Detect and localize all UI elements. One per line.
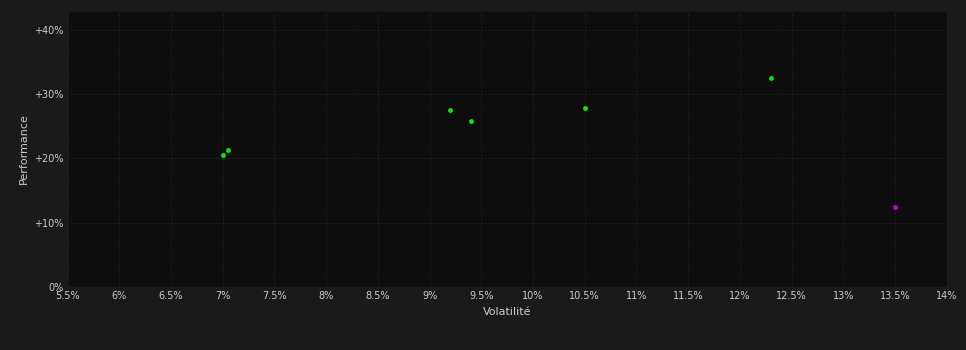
Y-axis label: Performance: Performance xyxy=(18,113,28,184)
Point xyxy=(577,105,592,111)
X-axis label: Volatilité: Volatilité xyxy=(483,307,531,317)
Point xyxy=(215,152,231,158)
Point xyxy=(442,107,458,113)
Point xyxy=(887,204,902,209)
Point xyxy=(220,147,236,153)
Point xyxy=(464,118,479,124)
Point xyxy=(763,75,779,81)
